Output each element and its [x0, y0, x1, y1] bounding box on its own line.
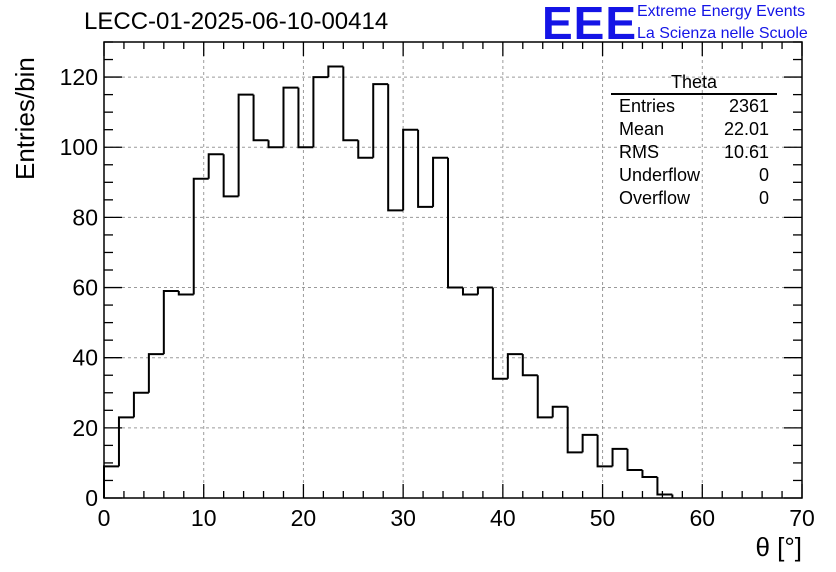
histogram-bin [372, 83, 389, 158]
histogram-bins [103, 65, 674, 498]
y-tick-label: 0 [85, 485, 98, 511]
histogram-bin [267, 140, 284, 149]
histogram-bin [312, 76, 329, 148]
x-tick-label: 10 [191, 505, 217, 531]
stats-label: Underflow [619, 165, 701, 185]
y-tick-label: 20 [72, 415, 98, 441]
histogram-bin [536, 375, 553, 419]
histogram-bin [387, 84, 404, 212]
y-tick-label: 60 [72, 275, 98, 301]
axis-ticks [103, 41, 803, 499]
eee-logo: EEE [542, 0, 638, 49]
stats-value: 10.61 [723, 142, 769, 162]
y-tick-label: 100 [60, 134, 98, 160]
y-tick-label: 80 [72, 204, 98, 230]
histogram-bin [656, 476, 673, 496]
stats-value: 2361 [728, 96, 769, 116]
histogram-bin [132, 391, 149, 418]
y-tick-label: 120 [60, 64, 98, 90]
stats-value: 0 [758, 188, 769, 208]
histogram-bin [506, 353, 523, 379]
stats-value: 0 [758, 165, 769, 185]
histogram-bin [357, 140, 374, 159]
histogram-bin [342, 66, 359, 142]
histogram-bin [417, 129, 434, 208]
x-tick-label: 20 [291, 505, 317, 531]
histogram-bin [581, 433, 598, 453]
histogram-bin [491, 287, 508, 380]
histogram-bin [327, 65, 344, 78]
histogram-bin [177, 291, 194, 296]
x-tick-label: 40 [490, 505, 516, 531]
stats-row-overflow: Overflow 0 [611, 187, 777, 210]
histogram-bin [447, 157, 463, 289]
stats-row-underflow: Underflow 0 [611, 164, 777, 187]
histogram-bin [252, 94, 269, 142]
x-tick-label: 0 [98, 505, 111, 531]
stats-value: 22.01 [723, 119, 769, 139]
histogram-bin [551, 405, 568, 418]
tick-labels: 0 10 20 30 40 50 60 70 0 20 40 60 80 100 120 [60, 64, 815, 531]
histogram-bin [103, 465, 119, 498]
histogram-bin [402, 128, 419, 211]
grid-lines [104, 42, 802, 498]
histogram-bin [596, 434, 613, 468]
histogram-bin [641, 469, 658, 478]
y-axis-label: Entries/bin [10, 57, 40, 180]
histogram-bin [476, 286, 493, 295]
x-axis-label: θ [°] [755, 532, 802, 562]
stats-label: Mean [619, 119, 665, 139]
x-tick-label: 60 [689, 505, 715, 531]
x-tick-label: 50 [590, 505, 616, 531]
histogram-bin [207, 153, 224, 179]
histogram-bin [117, 416, 134, 467]
logo-line-1: Extreme Energy Events [637, 3, 806, 20]
histogram-bin [611, 447, 628, 467]
histogram-bin [192, 177, 209, 295]
histogram-bin [521, 354, 538, 377]
histogram-bin [297, 87, 314, 149]
stats-row-mean: Mean 22.01 [611, 118, 777, 141]
y-tick-label: 40 [72, 345, 98, 371]
stats-label: Entries [619, 96, 676, 116]
stats-label: RMS [619, 142, 659, 162]
x-tick-label: 70 [789, 505, 815, 531]
histogram-bin [162, 290, 179, 355]
logo-line-2: La Scienza nelle Scuole [637, 25, 808, 42]
stats-row-rms: RMS 10.61 [611, 141, 777, 164]
histogram-bin [566, 406, 583, 454]
histogram-bin [626, 448, 643, 471]
histogram-bin [432, 156, 449, 207]
x-tick-label: 30 [390, 505, 416, 531]
plot-frame [103, 41, 803, 499]
histogram-bin [147, 353, 164, 393]
histogram-bin [282, 86, 299, 148]
chart-title: LECC-01-2025-06-10-00414 [84, 8, 389, 35]
histogram-bin [461, 287, 478, 296]
histogram-bin [222, 154, 239, 198]
histogram-bin [237, 93, 254, 197]
stats-box: Theta Entries 2361 Mean 22.01 RMS 10.61 … [611, 72, 777, 210]
stats-label: Overflow [619, 188, 691, 208]
stats-row-entries: Entries 2361 [611, 95, 777, 118]
stats-title: Theta [611, 72, 777, 95]
